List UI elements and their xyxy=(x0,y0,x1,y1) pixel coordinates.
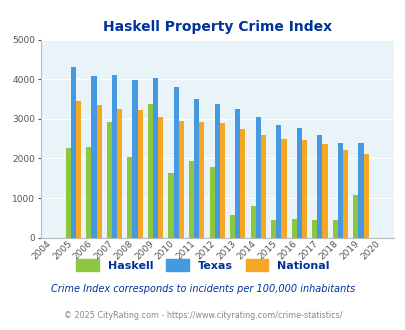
Bar xyxy=(127,157,132,238)
Bar xyxy=(137,111,143,238)
Bar xyxy=(281,139,286,238)
Bar xyxy=(173,87,178,238)
Bar xyxy=(219,123,224,238)
Bar xyxy=(358,143,362,238)
Title: Haskell Property Crime Index: Haskell Property Crime Index xyxy=(102,20,331,34)
Bar xyxy=(66,148,71,238)
Bar xyxy=(291,218,296,238)
Bar xyxy=(188,161,194,238)
Bar xyxy=(250,206,255,238)
Bar xyxy=(117,109,122,238)
Bar xyxy=(342,150,347,238)
Bar xyxy=(230,215,234,238)
Bar xyxy=(158,117,163,238)
Bar xyxy=(214,104,219,238)
Bar xyxy=(240,129,245,238)
Bar xyxy=(178,121,183,238)
Bar xyxy=(260,135,265,238)
Bar xyxy=(234,109,240,238)
Text: © 2025 CityRating.com - https://www.cityrating.com/crime-statistics/: © 2025 CityRating.com - https://www.city… xyxy=(64,312,341,320)
Bar xyxy=(317,135,322,238)
Legend: Haskell, Texas, National: Haskell, Texas, National xyxy=(72,255,333,275)
Bar xyxy=(147,104,153,238)
Bar xyxy=(168,174,173,238)
Bar xyxy=(76,101,81,238)
Bar xyxy=(199,122,204,238)
Bar xyxy=(91,76,96,238)
Bar xyxy=(275,125,281,238)
Bar xyxy=(362,154,368,238)
Bar xyxy=(332,220,337,238)
Bar xyxy=(96,105,101,238)
Bar xyxy=(194,99,199,238)
Bar xyxy=(352,195,358,238)
Bar xyxy=(86,147,91,238)
Bar xyxy=(112,75,117,238)
Bar xyxy=(107,122,112,238)
Bar xyxy=(337,143,342,238)
Bar xyxy=(132,80,137,238)
Bar xyxy=(271,220,275,238)
Bar xyxy=(255,117,260,238)
Bar xyxy=(311,220,317,238)
Bar xyxy=(296,127,301,238)
Text: Crime Index corresponds to incidents per 100,000 inhabitants: Crime Index corresponds to incidents per… xyxy=(51,284,354,294)
Bar xyxy=(322,144,327,238)
Bar xyxy=(71,67,76,238)
Bar xyxy=(301,140,306,238)
Bar xyxy=(153,79,158,238)
Bar xyxy=(209,167,214,238)
